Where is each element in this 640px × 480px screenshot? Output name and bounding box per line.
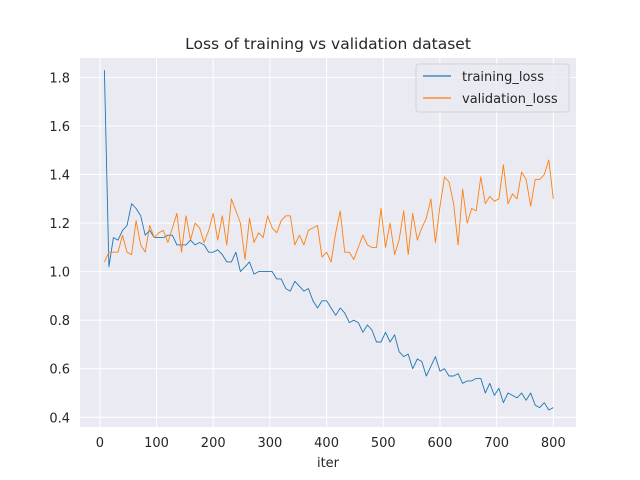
x-tick-label: 100	[144, 436, 169, 451]
y-tick-label: 0.4	[49, 411, 70, 426]
legend-label-validation_loss: validation_loss	[462, 92, 558, 107]
y-tick-label: 1.4	[49, 169, 70, 184]
y-tick-label: 0.8	[49, 314, 70, 329]
y-tick-label: 0.6	[49, 363, 70, 378]
x-tick-label: 800	[541, 436, 566, 451]
x-tick-label: 200	[201, 436, 226, 451]
y-tick-label: 1.6	[49, 120, 70, 135]
y-tick-label: 1.8	[49, 71, 70, 86]
legend: training_loss validation_loss	[415, 63, 570, 113]
legend-box	[415, 63, 570, 113]
series-line-training_loss	[103, 70, 554, 411]
x-tick-label: 600	[428, 436, 453, 451]
plot-background	[80, 58, 576, 427]
series-lines	[103, 70, 554, 411]
y-tick-label: 1.2	[49, 217, 70, 232]
x-tick-label: 0	[96, 436, 104, 451]
y-tick-label: 1.0	[49, 266, 70, 281]
x-tick-label: 400	[314, 436, 339, 451]
grid	[80, 58, 576, 427]
series-line-validation_loss	[103, 159, 554, 263]
legend-label-training_loss: training_loss	[462, 70, 544, 85]
x-tick-label: 500	[371, 436, 396, 451]
x-tick-label: 700	[484, 436, 509, 451]
x-tick-label: 300	[257, 436, 282, 451]
chart-title: Loss of training vs validation dataset	[185, 35, 471, 53]
x-axis-label: iter	[317, 456, 340, 471]
tick-labels: 0 100 200 300 400 500 600 700 800 0.4 0.6 0.8 1.0 1.2…	[49, 71, 565, 451]
